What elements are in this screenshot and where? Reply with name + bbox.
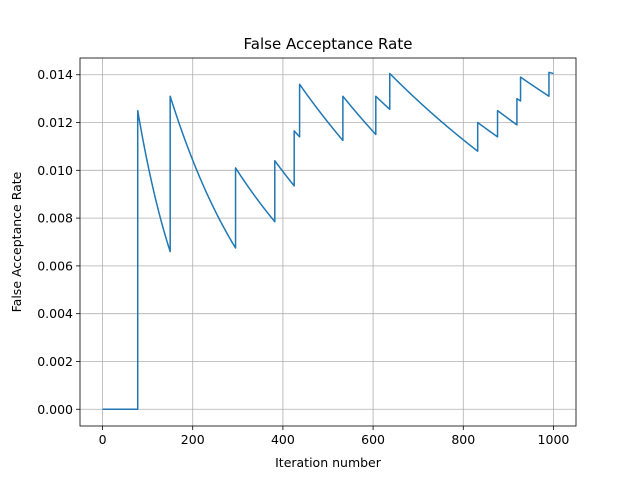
x-tick-label: 400 (271, 432, 295, 447)
y-tick-label: 0.012 (37, 115, 73, 130)
x-axis-label: Iteration number (275, 455, 382, 470)
plot-frame (79, 57, 577, 427)
y-tick-label: 0.014 (37, 67, 73, 82)
y-tick-label: 0.006 (37, 258, 73, 273)
x-tick-label: 600 (361, 432, 385, 447)
y-tick-label: 0.002 (37, 354, 73, 369)
y-axis-label: False Acceptance Rate (9, 171, 24, 312)
y-tick-label: 0.008 (37, 211, 73, 226)
series-line (102, 71, 554, 411)
y-tick-label: 0.004 (37, 306, 73, 321)
x-tick-label: 800 (451, 432, 475, 447)
y-tick-label: 0.000 (37, 402, 73, 417)
ticks: 0 200 400 600 800 1000 0.000 0.002 0.004 0.006 0.0… (37, 67, 569, 447)
chart-title: False Acceptance Rate (244, 35, 413, 53)
x-tick-label: 1000 (538, 432, 570, 447)
series-layer (102, 71, 554, 411)
x-tick-label: 200 (181, 432, 205, 447)
x-tick-label: 0 (99, 432, 107, 447)
y-tick-label: 0.010 (37, 163, 73, 178)
